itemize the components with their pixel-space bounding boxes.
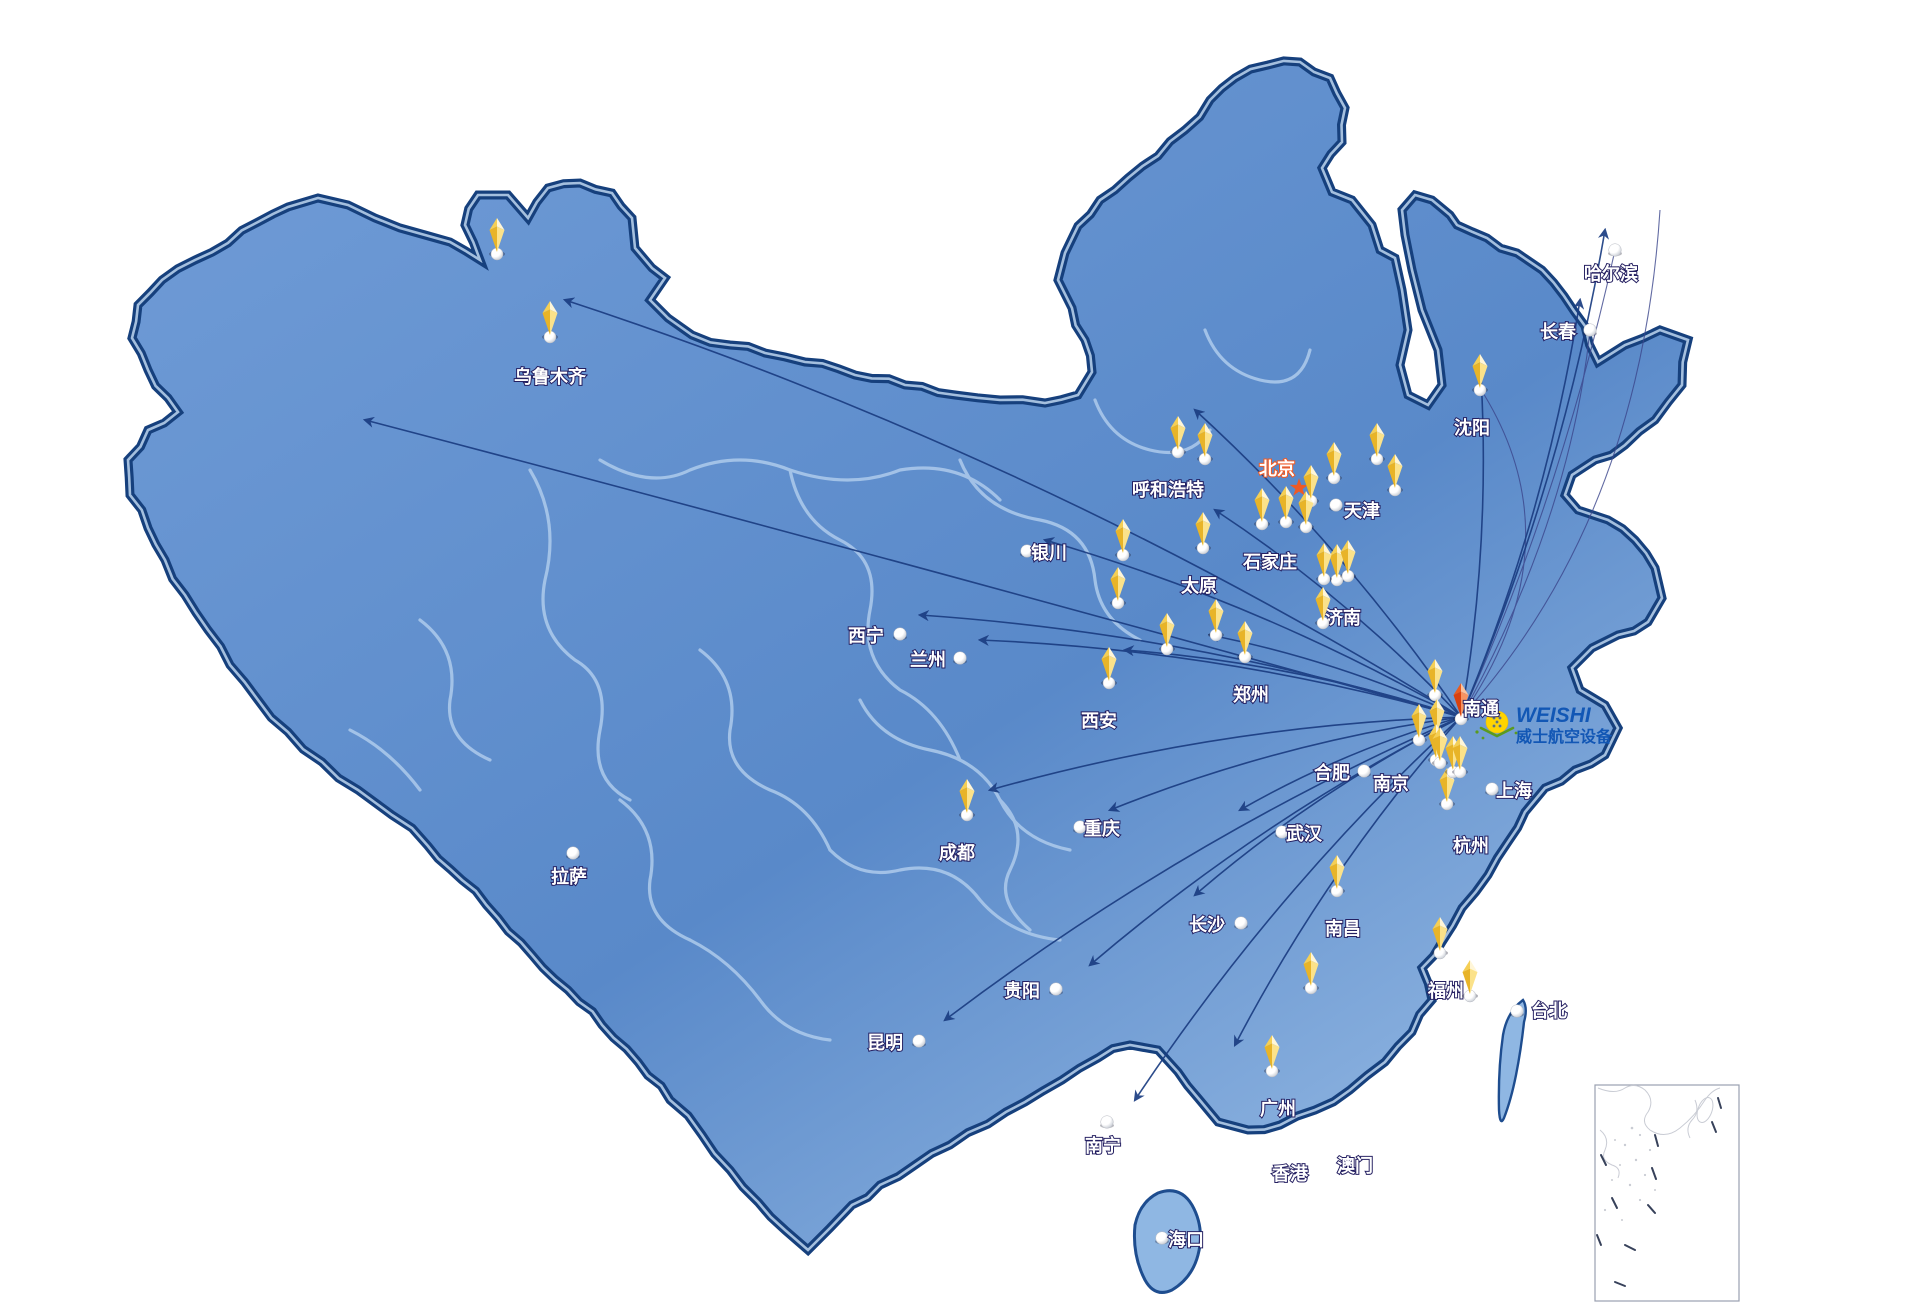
svg-text:济南: 济南 (1325, 607, 1361, 628)
svg-text:重庆: 重庆 (1084, 818, 1120, 839)
svg-text:太原: 太原 (1181, 575, 1217, 596)
svg-text:长春: 长春 (1540, 321, 1577, 342)
svg-text:广州: 广州 (1260, 1098, 1296, 1119)
svg-text:WEISHI: WEISHI (1516, 704, 1592, 727)
svg-text:呼和浩特: 呼和浩特 (1132, 479, 1204, 500)
svg-text:威士航空设备: 威士航空设备 (1516, 727, 1613, 746)
svg-text:南宁: 南宁 (1085, 1135, 1121, 1156)
svg-text:上海: 上海 (1496, 780, 1532, 801)
svg-text:合肥: 合肥 (1314, 762, 1350, 783)
svg-text:哈尔滨: 哈尔滨 (1584, 263, 1638, 284)
svg-text:昆明: 昆明 (867, 1033, 903, 1053)
svg-text:乌鲁木齐: 乌鲁木齐 (514, 366, 587, 387)
svg-text:石家庄: 石家庄 (1242, 551, 1297, 572)
svg-text:海口: 海口 (1168, 1229, 1204, 1250)
svg-text:澳门: 澳门 (1337, 1155, 1373, 1176)
svg-text:银川: 银川 (1031, 542, 1067, 563)
svg-text:南通: 南通 (1463, 698, 1499, 719)
svg-text:郑州: 郑州 (1233, 684, 1269, 705)
svg-text:成都: 成都 (939, 842, 975, 863)
svg-text:南昌: 南昌 (1325, 918, 1361, 939)
svg-text:兰州: 兰州 (910, 649, 946, 670)
svg-text:武汉: 武汉 (1286, 824, 1323, 844)
svg-text:北京: 北京 (1259, 458, 1295, 479)
svg-text:台北: 台北 (1531, 1000, 1567, 1021)
svg-text:沈阳: 沈阳 (1454, 417, 1490, 438)
svg-text:长沙: 长沙 (1189, 915, 1225, 935)
svg-text:福州: 福州 (1427, 980, 1464, 1001)
svg-text:南京: 南京 (1373, 773, 1409, 794)
svg-text:贵阳: 贵阳 (1004, 981, 1040, 1001)
svg-text:拉萨: 拉萨 (551, 866, 587, 887)
svg-text:香港: 香港 (1271, 1164, 1309, 1184)
svg-text:天津: 天津 (1344, 500, 1380, 521)
svg-text:西宁: 西宁 (848, 625, 884, 646)
svg-text:杭州: 杭州 (1453, 835, 1489, 856)
svg-text:西安: 西安 (1081, 710, 1117, 731)
